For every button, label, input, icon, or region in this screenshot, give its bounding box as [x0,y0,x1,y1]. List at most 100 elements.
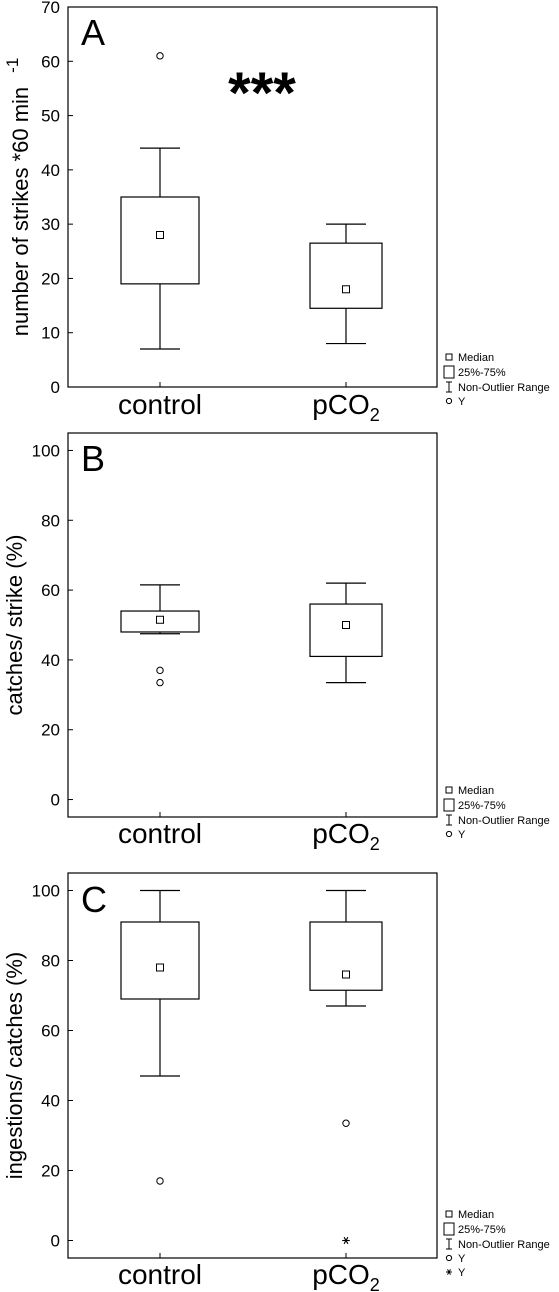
legend-item: 25%-75% [443,365,506,379]
legend-median-symbol [445,786,453,794]
plot-frame [67,432,438,818]
legend-box-symbol [443,798,455,812]
legend-outlier-symbol [445,397,453,405]
iqr-box [120,921,200,1000]
iqr-box [309,921,383,991]
median-marker [156,615,164,624]
legend-outlier-symbol [445,1254,453,1262]
y-tick-label: 10 [41,324,60,343]
median-marker [156,231,164,239]
x-category-subscript: 2 [370,1275,380,1292]
legend-item: Non-Outlier Range [446,381,550,394]
legend-label: Non-Outlier Range [458,382,550,394]
legend: Median 25%-75% Non-Outlier Range Y [443,785,550,841]
x-category-label: control [118,818,202,849]
outlier-point [156,1177,164,1185]
legend-label: Median [458,1209,494,1221]
y-tick-label: 0 [51,1232,60,1251]
y-axis-label-text: ingestions/ catches (%) [2,952,27,1179]
y-tick-label: 60 [41,581,60,600]
legend-label: 25%-75% [458,1224,506,1236]
legend-item: Non-Outlier Range [446,814,550,827]
box-1 [309,582,383,684]
significance-marker: *** [228,61,296,126]
y-axis-label-text: catches/ strike (%) [2,535,27,716]
legend-item: Non-Outlier Range [446,1238,550,1251]
y-tick-label: 20 [41,721,60,740]
box-1 [309,223,383,345]
iqr-box [309,603,383,658]
y-tick-label: 20 [41,1162,60,1181]
panel-label: A [81,12,105,53]
box-0 [120,584,200,687]
iqr-box [120,196,200,285]
y-tick-label: 80 [41,511,60,530]
x-category-label: control [118,389,202,420]
legend-label: 25%-75% [458,800,506,812]
x-category-subscript: 2 [370,834,380,854]
box-0 [120,52,200,350]
legend-box-symbol [443,365,455,379]
x-category-text: control [118,389,202,420]
y-tick-label: 50 [41,107,60,126]
y-axis-label-text: number of strikes *60 min [8,87,33,336]
legend-label: 25%-75% [458,367,506,379]
plot-frame [67,6,438,388]
legend-median-symbol [445,353,453,361]
legend-box-symbol [443,1222,455,1236]
median-marker [342,285,350,294]
legend-label: Y [458,396,466,408]
legend-item: Median [445,785,494,797]
outlier-point [342,1119,350,1127]
legend-extreme-symbol [447,1269,451,1275]
iqr-box [309,242,383,309]
panel-label: B [81,438,105,479]
x-category-text: pCO [312,389,370,420]
y-axis-label-superscript: -1 [3,58,22,73]
y-axis-label: ingestions/ catches (%) [2,952,27,1179]
legend-item: Y [445,1253,466,1265]
y-tick-label: 100 [32,441,60,460]
x-category-label: pCO2 [312,1259,380,1292]
legend: Median 25%-75% Non-Outlier Range Y [443,352,550,408]
median-marker [342,970,350,979]
legend: Median 25%-75% Non-Outlier Range YY [443,1209,550,1279]
y-tick-label: 100 [32,882,60,901]
box-0 [120,889,200,1185]
y-tick-label: 30 [41,215,60,234]
y-axis-label: number of strikes *60 min -1 [3,58,33,337]
panel-label: C [81,879,107,920]
legend-item: Median [445,1209,494,1221]
legend-item: Y [445,396,466,408]
x-category-label: pCO2 [312,818,380,854]
legend-item: Y [446,1267,466,1279]
legend-label: Non-Outlier Range [458,815,550,827]
legend-label: Y [458,1253,466,1265]
legend-item: 25%-75% [443,1222,506,1236]
x-category-text: control [118,818,202,849]
plot-frame [67,872,438,1259]
y-tick-label: 80 [41,952,60,971]
y-tick-label: 0 [51,378,60,397]
legend-item: Y [445,829,466,841]
legend-median-symbol [445,1210,453,1218]
legend-item: Median [445,352,494,364]
outlier-point [156,678,164,687]
legend-outlier-symbol [445,830,453,838]
legend-label: Non-Outlier Range [458,1239,550,1251]
legend-label: Median [458,785,494,797]
y-tick-label: 60 [41,1022,60,1041]
y-tick-label: 20 [41,269,60,288]
box-1 [309,889,383,1245]
y-tick-label: 0 [51,791,60,810]
median-marker [156,963,164,972]
extreme-point [342,1236,350,1245]
y-tick-label: 60 [41,52,60,71]
x-category-label: control [118,1259,202,1290]
x-category-text: pCO [312,1259,370,1290]
legend-label: Median [458,352,494,364]
outlier-point [156,52,164,60]
